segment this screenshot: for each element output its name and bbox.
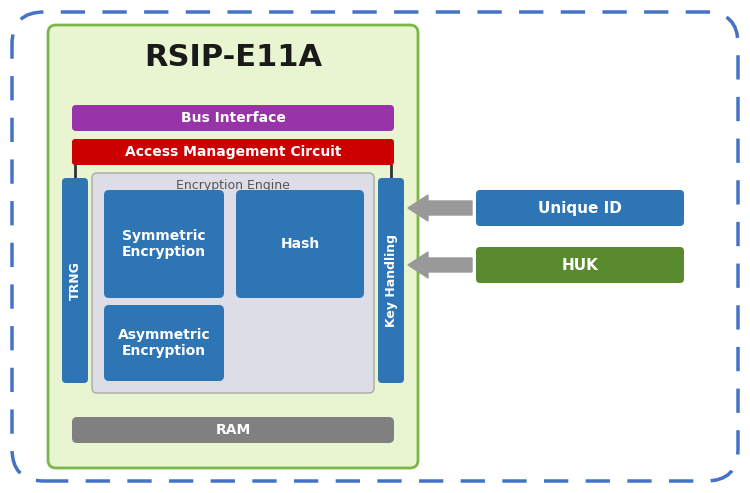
- Text: Symmetric
Encryption: Symmetric Encryption: [122, 229, 206, 259]
- FancyBboxPatch shape: [72, 139, 394, 165]
- Text: HUK: HUK: [562, 257, 598, 273]
- FancyBboxPatch shape: [62, 178, 88, 383]
- Text: TRNG: TRNG: [68, 261, 82, 300]
- Text: Asymmetric
Encryption: Asymmetric Encryption: [118, 328, 210, 358]
- FancyBboxPatch shape: [476, 247, 684, 283]
- Text: Hash: Hash: [280, 237, 320, 251]
- FancyBboxPatch shape: [92, 173, 374, 393]
- FancyBboxPatch shape: [12, 12, 738, 481]
- FancyBboxPatch shape: [104, 190, 224, 298]
- Text: Unique ID: Unique ID: [538, 201, 622, 215]
- FancyBboxPatch shape: [236, 190, 364, 298]
- Text: Bus Interface: Bus Interface: [181, 111, 286, 125]
- Text: RSIP-E11A: RSIP-E11A: [144, 43, 322, 72]
- FancyBboxPatch shape: [72, 105, 394, 131]
- FancyBboxPatch shape: [476, 190, 684, 226]
- Polygon shape: [408, 195, 472, 221]
- Text: Key Handling: Key Handling: [385, 234, 398, 327]
- Polygon shape: [408, 252, 472, 278]
- Text: Access Management Circuit: Access Management Circuit: [124, 145, 341, 159]
- FancyBboxPatch shape: [378, 178, 404, 383]
- FancyBboxPatch shape: [72, 417, 394, 443]
- Text: RAM: RAM: [215, 423, 250, 437]
- FancyBboxPatch shape: [48, 25, 418, 468]
- Text: Encryption Engine: Encryption Engine: [176, 178, 290, 191]
- FancyBboxPatch shape: [104, 305, 224, 381]
